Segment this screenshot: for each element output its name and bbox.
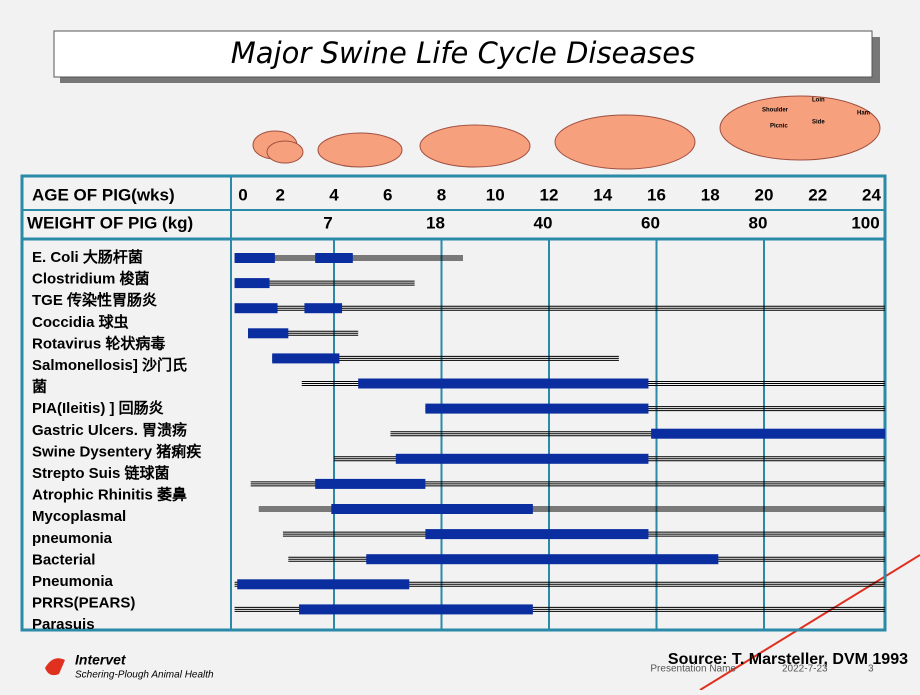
x-tick-label: 18 (701, 185, 720, 204)
range-bar (651, 428, 885, 439)
page-number: 3 (868, 664, 874, 675)
x-tick-label: 20 (755, 185, 774, 204)
cut-label: Shoulder (762, 108, 789, 114)
row-label: Rotavirus 轮状病毒 (32, 334, 165, 352)
cut-label: Ham (857, 111, 870, 117)
row-label: Swine Dysentery 猪痢疾 (32, 442, 202, 460)
range-bar (299, 604, 533, 615)
x-tick-label: 0 (238, 185, 247, 204)
brand: Intervet (75, 652, 127, 668)
weight-tick-label: 80 (749, 213, 768, 232)
row-label: pneumonia (32, 530, 113, 547)
logo-mark (45, 658, 65, 676)
cut-label: Side (812, 120, 825, 126)
row-label: E. Coli 大肠杆菌 (32, 248, 143, 266)
x-tick-label: 6 (383, 185, 392, 204)
range-bar (234, 278, 270, 289)
pig-images (252, 95, 881, 170)
range-bar (248, 328, 289, 339)
row-label: 菌 (32, 378, 47, 396)
table-frame (20, 174, 887, 632)
row-label: Parasuis (32, 616, 95, 633)
weight-tick-label: 60 (641, 213, 660, 232)
cut-label: Picnic (770, 124, 788, 130)
row-label: Strepto Suis 链球菌 (32, 464, 170, 482)
x-tick-label: 16 (647, 185, 666, 204)
row-label: Pneumonia (32, 573, 114, 590)
row-label: PIA(Ileitis) ] 回肠炎 (32, 399, 164, 417)
brand-sub: Schering-Plough Animal Health (75, 670, 214, 681)
source: Source: T. Marsteller, DVM 1993 (668, 651, 908, 668)
cut-label: Loin (812, 98, 825, 104)
date: 2022-7-23 (782, 664, 828, 675)
weight-axis-label: WEIGHT OF PIG (kg) (27, 213, 193, 232)
x-tick-label: 4 (329, 185, 339, 204)
decor-line (699, 554, 920, 691)
x-tick-label: 14 (593, 185, 612, 204)
x-tick-label: 22 (808, 185, 827, 204)
range-bar (425, 529, 649, 540)
range-bar (272, 353, 340, 364)
range-bar (358, 378, 649, 389)
row-label: PRRS(PEARS) (32, 595, 135, 612)
range-bar (234, 303, 278, 314)
range-bar (366, 554, 719, 565)
weight-tick-label: 40 (534, 213, 553, 232)
title-box (53, 30, 873, 78)
row-label: Atrophic Rhinitis 萎鼻 (32, 486, 187, 504)
x-axis-label: AGE OF PIG(wks) (32, 185, 175, 204)
title: Major Swine Life Cycle Diseases (231, 36, 695, 70)
range-bar (237, 579, 410, 590)
x-tick-label: 8 (437, 185, 446, 204)
weight-tick-label: 7 (323, 213, 332, 232)
cut-labels: Shoulder Loin Ham Picnic Side (762, 98, 870, 130)
row-label: Mycoplasmal (32, 508, 126, 525)
row-label: TGE 传染性胃肠炎 (32, 291, 157, 309)
x-tick-label: 2 (276, 185, 285, 204)
range-bar (304, 303, 343, 314)
weight-tick-label: 18 (426, 213, 445, 232)
footer: Intervet Schering-Plough Animal Health S… (45, 651, 908, 681)
range-bar (331, 504, 533, 514)
row-label: Clostridium 梭菌 (32, 270, 150, 288)
x-tick-label: 24 (862, 185, 881, 204)
range-bar (395, 453, 649, 464)
row-label: Salmonellosis] 沙门氏 (32, 356, 187, 374)
range-bar (425, 403, 649, 414)
row-label: Gastric Ulcers. 胃溃疡 (32, 421, 187, 439)
range-bar (234, 253, 275, 263)
range-bar (315, 478, 426, 489)
x-tick-label: 12 (540, 185, 559, 204)
weight-tick-label: 100 (851, 213, 879, 232)
row-label: Bacterial (32, 551, 95, 568)
row-label: Coccidia 球虫 (32, 313, 129, 331)
presentation-name: Presentation Name (650, 664, 736, 675)
range-bar (315, 253, 353, 263)
x-tick-label: 10 (486, 185, 505, 204)
